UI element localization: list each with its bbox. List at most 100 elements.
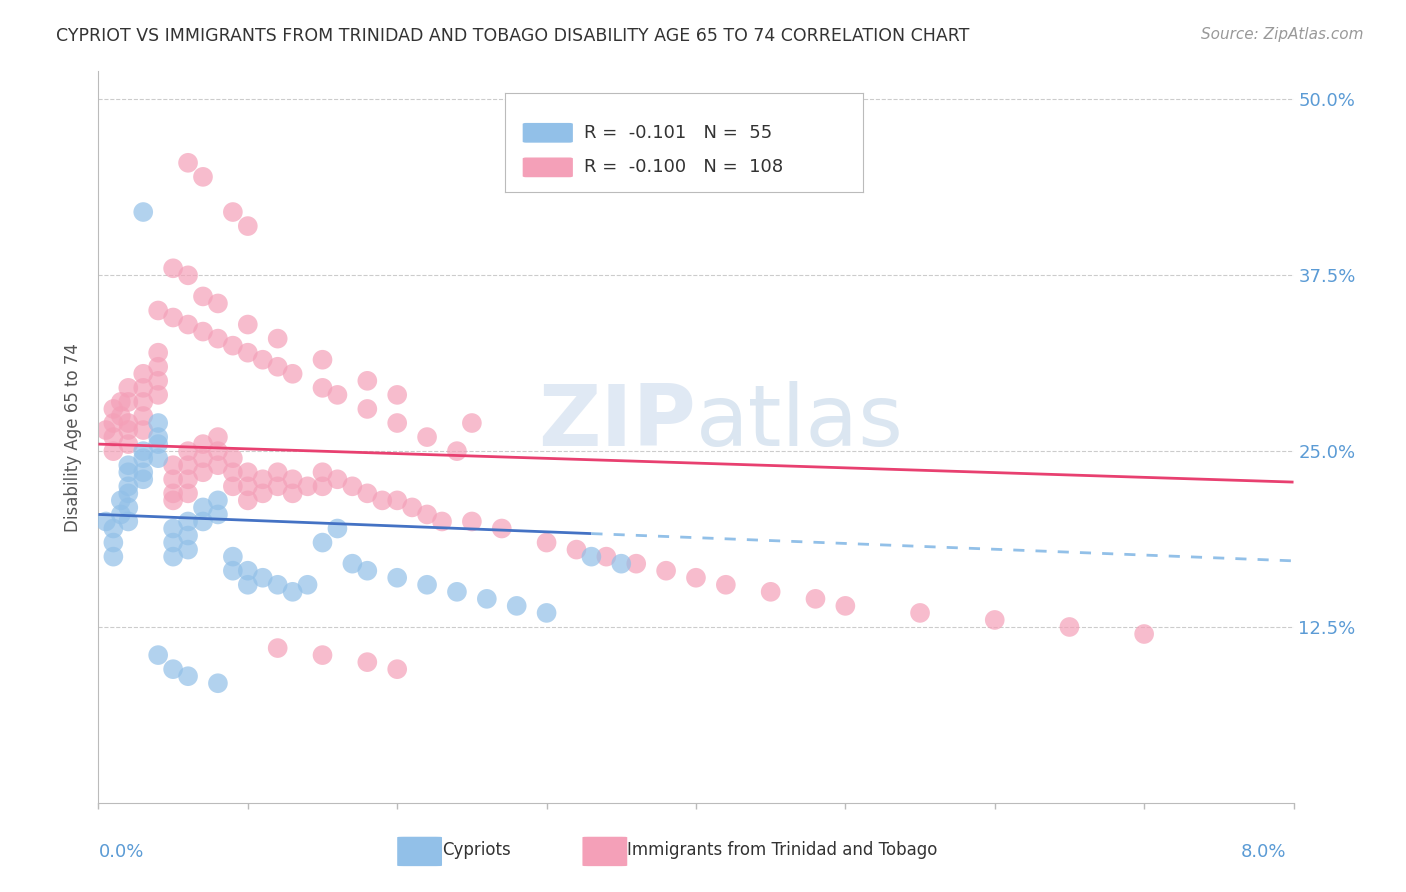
- Point: [117, 423, 139, 437]
- Point: [148, 648, 170, 662]
- Point: [536, 606, 558, 620]
- Point: [132, 444, 155, 458]
- Point: [297, 578, 319, 592]
- Point: [148, 430, 170, 444]
- Point: [207, 676, 229, 690]
- Point: [385, 662, 409, 676]
- Point: [117, 416, 139, 430]
- Point: [117, 458, 139, 473]
- Text: 0.0%: 0.0%: [98, 843, 143, 861]
- Point: [385, 571, 409, 585]
- Point: [267, 465, 290, 479]
- Point: [581, 549, 603, 564]
- Point: [132, 395, 155, 409]
- Point: [222, 205, 245, 219]
- Point: [110, 508, 132, 522]
- Point: [191, 451, 214, 466]
- Point: [148, 374, 170, 388]
- Point: [103, 416, 125, 430]
- Point: [222, 465, 245, 479]
- Point: [94, 423, 117, 437]
- Point: [984, 613, 1007, 627]
- Point: [342, 479, 364, 493]
- Point: [148, 416, 170, 430]
- Point: [267, 641, 290, 656]
- Point: [110, 493, 132, 508]
- Text: atlas: atlas: [696, 381, 904, 464]
- Point: [714, 578, 737, 592]
- Point: [162, 521, 184, 535]
- Point: [103, 535, 125, 549]
- Point: [177, 458, 200, 473]
- Point: [385, 416, 409, 430]
- Point: [236, 479, 259, 493]
- Point: [401, 500, 423, 515]
- Point: [222, 479, 245, 493]
- Point: [446, 584, 468, 599]
- Point: [207, 332, 229, 346]
- Point: [908, 606, 931, 620]
- Point: [148, 359, 170, 374]
- Point: [267, 359, 290, 374]
- Point: [326, 521, 349, 535]
- Point: [430, 515, 453, 529]
- Point: [103, 444, 125, 458]
- Point: [162, 549, 184, 564]
- Point: [1059, 620, 1081, 634]
- Point: [311, 535, 333, 549]
- Point: [162, 493, 184, 508]
- Point: [177, 268, 200, 283]
- Point: [162, 662, 184, 676]
- Point: [356, 655, 378, 669]
- Point: [461, 416, 484, 430]
- Point: [191, 325, 214, 339]
- Point: [236, 564, 259, 578]
- Point: [162, 261, 184, 276]
- Point: [132, 205, 155, 219]
- Point: [191, 500, 214, 515]
- Point: [356, 564, 378, 578]
- Point: [326, 472, 349, 486]
- Point: [326, 388, 349, 402]
- Point: [252, 571, 274, 585]
- Point: [236, 219, 259, 233]
- Point: [626, 557, 648, 571]
- Point: [103, 549, 125, 564]
- Point: [103, 401, 125, 416]
- Point: [834, 599, 856, 613]
- Point: [117, 515, 139, 529]
- Point: [117, 381, 139, 395]
- Point: [610, 557, 633, 571]
- Point: [759, 584, 782, 599]
- Point: [117, 437, 139, 451]
- Point: [356, 401, 378, 416]
- Point: [297, 479, 319, 493]
- Point: [506, 599, 529, 613]
- Point: [311, 381, 333, 395]
- Point: [222, 549, 245, 564]
- Point: [491, 521, 513, 535]
- Point: [177, 669, 200, 683]
- Point: [162, 310, 184, 325]
- Point: [148, 388, 170, 402]
- Point: [207, 493, 229, 508]
- Point: [177, 318, 200, 332]
- Point: [222, 339, 245, 353]
- Point: [342, 557, 364, 571]
- Point: [281, 367, 304, 381]
- Point: [252, 472, 274, 486]
- Point: [177, 156, 200, 170]
- Point: [536, 535, 558, 549]
- Point: [416, 508, 439, 522]
- Point: [148, 451, 170, 466]
- Point: [103, 430, 125, 444]
- Point: [148, 303, 170, 318]
- Y-axis label: Disability Age 65 to 74: Disability Age 65 to 74: [65, 343, 83, 532]
- Point: [132, 381, 155, 395]
- Point: [191, 169, 214, 184]
- Point: [162, 486, 184, 500]
- Point: [595, 549, 617, 564]
- Point: [475, 591, 498, 606]
- Point: [177, 515, 200, 529]
- Point: [236, 493, 259, 508]
